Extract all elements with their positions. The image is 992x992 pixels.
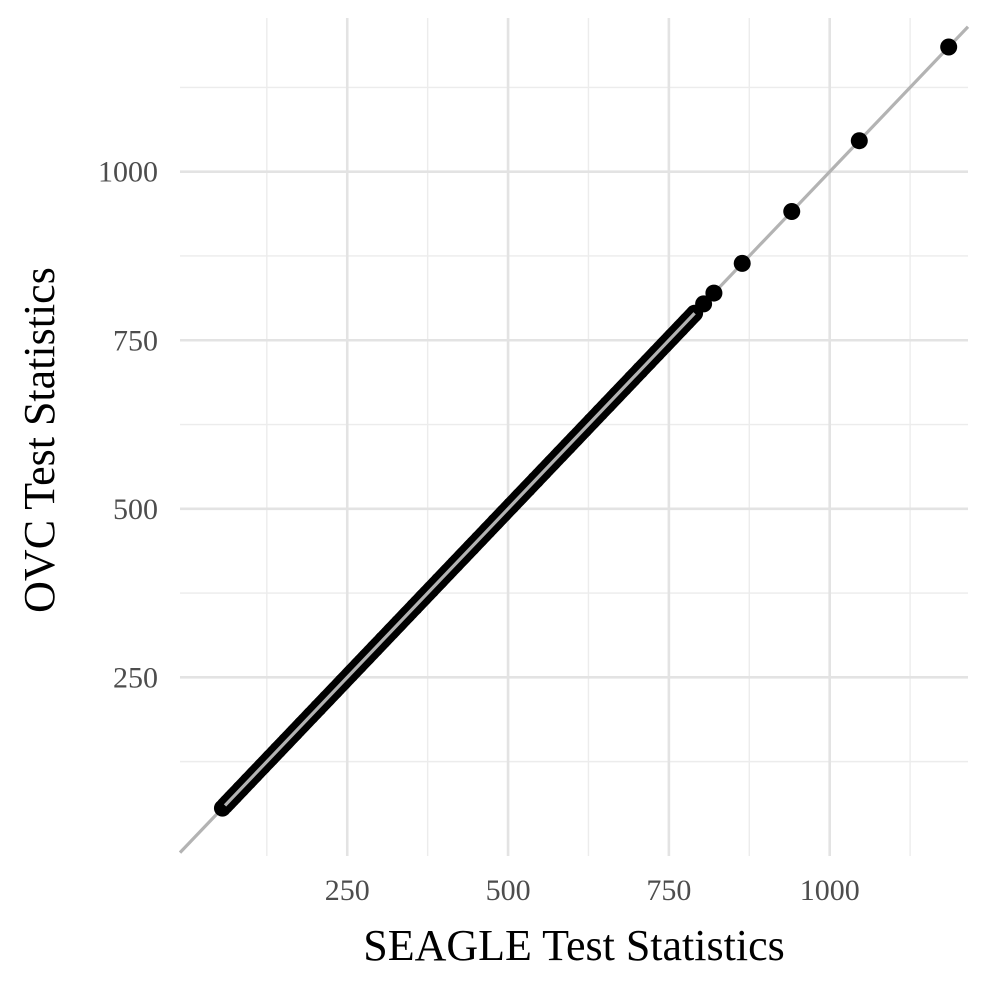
grid	[180, 18, 968, 856]
y-tick-label: 500	[113, 493, 158, 526]
y-axis-ticks: 250 500 750 1000	[98, 156, 158, 695]
data-point	[695, 295, 713, 313]
data-point	[705, 284, 723, 302]
x-axis-ticks: 250 500 750 1000	[325, 874, 860, 907]
data-point	[783, 202, 801, 220]
x-tick-label: 500	[486, 874, 531, 907]
y-tick-label: 1000	[98, 156, 158, 189]
y-axis-title: OVC Test Statistics	[15, 267, 64, 613]
data-point	[940, 38, 958, 56]
x-tick-label: 1000	[800, 874, 860, 907]
data-point	[850, 132, 868, 150]
data-point	[733, 254, 751, 272]
data-points	[213, 38, 958, 817]
x-tick-label: 250	[325, 874, 370, 907]
y-tick-label: 750	[113, 324, 158, 357]
x-tick-label: 750	[646, 874, 691, 907]
identity-line-overlay	[223, 312, 696, 807]
x-axis-title: SEAGLE Test Statistics	[363, 921, 784, 970]
y-tick-label: 250	[113, 661, 158, 694]
